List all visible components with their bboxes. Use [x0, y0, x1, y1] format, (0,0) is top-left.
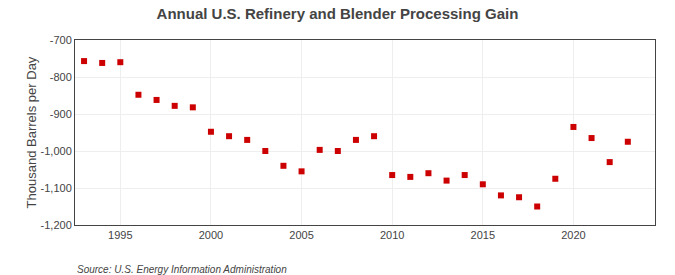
- svg-text:2010: 2010: [380, 229, 404, 241]
- svg-text:-1,000: -1,000: [41, 145, 72, 157]
- svg-text:2020: 2020: [561, 229, 585, 241]
- svg-text:-900: -900: [50, 108, 72, 120]
- svg-text:1995: 1995: [108, 229, 132, 241]
- svg-text:Thousand Barrels per Day: Thousand Barrels per Day: [24, 56, 39, 208]
- svg-text:-1,100: -1,100: [41, 182, 72, 194]
- svg-text:-700: -700: [50, 34, 72, 46]
- svg-text:Annual U.S. Refinery and Blend: Annual U.S. Refinery and Blender Process…: [157, 5, 519, 22]
- svg-text:2000: 2000: [199, 229, 223, 241]
- svg-text:Source: U.S. Energy Informatio: Source: U.S. Energy Information Administ…: [77, 264, 287, 275]
- svg-text:2015: 2015: [471, 229, 495, 241]
- svg-text:-1,200: -1,200: [41, 219, 72, 231]
- svg-text:2005: 2005: [289, 229, 313, 241]
- svg-text:-800: -800: [50, 71, 72, 83]
